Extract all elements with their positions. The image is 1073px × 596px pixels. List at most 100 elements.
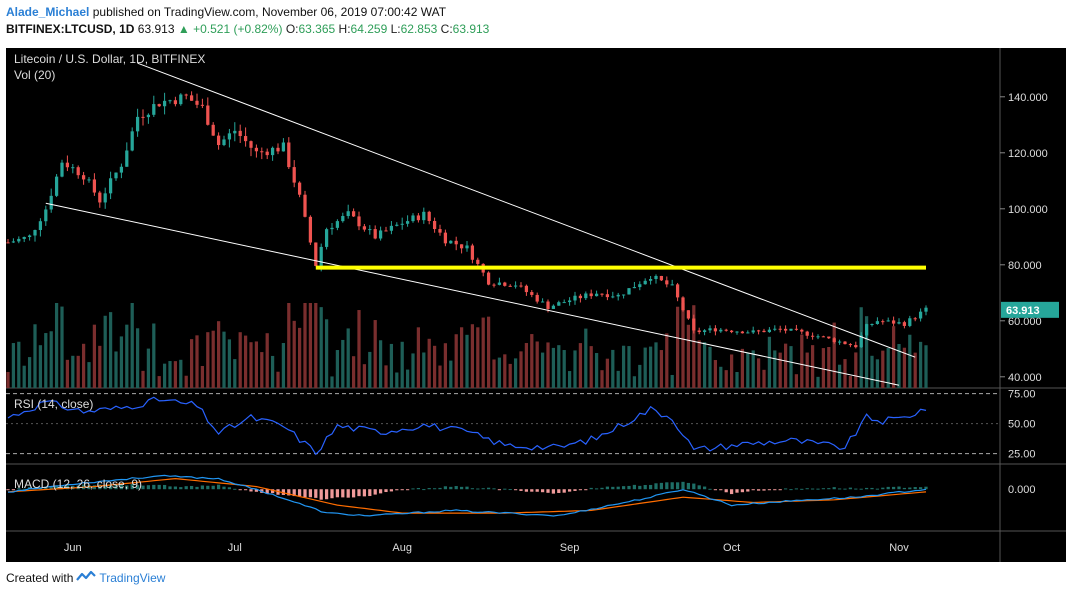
candle-body (740, 331, 745, 334)
macd-histogram-bar (913, 487, 917, 490)
candle-body (632, 287, 637, 289)
macd-histogram-bar (362, 489, 367, 497)
volume-bar (767, 336, 772, 388)
open-value: 63.365 (298, 22, 336, 36)
macd-histogram-bar (400, 489, 404, 491)
volume-bar (76, 355, 80, 388)
candle-body (222, 139, 226, 146)
candle-body (589, 293, 593, 297)
macd-histogram-bar (800, 488, 804, 490)
candle-body (827, 336, 831, 339)
macd-histogram-bar (789, 489, 793, 491)
macd-histogram-bar (11, 489, 16, 491)
candle-body (557, 302, 561, 306)
macd-histogram-bar (530, 489, 534, 492)
macd-histogram-bar (875, 488, 880, 490)
candle-body (314, 242, 318, 266)
candle-body (189, 95, 194, 101)
candle-body (816, 336, 820, 338)
volume-bar (27, 357, 32, 388)
volume-bar (119, 336, 124, 388)
candle-body (821, 336, 826, 338)
price-tick-label: 40.000 (1008, 372, 1042, 384)
volume-bar (438, 365, 442, 388)
volume-bar (908, 334, 912, 388)
macd-histogram-bar (438, 487, 442, 490)
candle-body (519, 285, 523, 287)
candle-body (584, 293, 588, 299)
candle-body (346, 211, 350, 217)
macd-histogram-bar (837, 488, 842, 490)
candle-body (98, 192, 102, 203)
candle-body (33, 230, 37, 236)
macd-histogram-bar (308, 489, 313, 498)
candle-body (724, 329, 728, 331)
candle-body (11, 241, 16, 243)
volume-bar (270, 355, 275, 388)
macd-histogram-bar (49, 486, 53, 490)
time-tick-label: Jun (64, 542, 82, 554)
macd-histogram-bar (119, 484, 124, 490)
volume-bar (130, 303, 134, 388)
tradingview-brand[interactable]: TradingView (99, 570, 166, 585)
volume-bar (157, 376, 161, 388)
created-with-text: Created with (6, 570, 74, 585)
candle-body (141, 116, 145, 118)
candle-body (762, 330, 766, 333)
macd-histogram-bar (432, 488, 437, 490)
macd-histogram-bar (767, 489, 772, 491)
volume-bar (114, 351, 118, 388)
macd-histogram-bar (864, 487, 869, 490)
macd-histogram-bar (719, 489, 723, 491)
volume-bar (81, 343, 86, 388)
volume-bar (611, 349, 615, 388)
candle-body (243, 136, 248, 142)
candle-body (621, 294, 626, 296)
volume-bar (314, 303, 318, 388)
header-line-1: Alade_Michael published on TradingView.c… (6, 4, 1066, 21)
volume-bar (308, 303, 313, 388)
candle-body (897, 322, 901, 324)
volume-bar (254, 341, 259, 388)
price-tick-label: 140.000 (1008, 92, 1048, 104)
macd-histogram-bar (692, 483, 696, 490)
last-price-badge (1001, 301, 1059, 318)
candle-body (395, 224, 399, 226)
volume-bar (513, 358, 518, 388)
volume-bar (189, 339, 194, 388)
macd-histogram-bar (206, 485, 210, 490)
macd-histogram-bar (589, 487, 593, 490)
candle-body (400, 223, 404, 225)
candle-body (476, 259, 480, 264)
volume-bar (22, 365, 26, 388)
macd-histogram-bar (168, 486, 172, 490)
macd-histogram-bar (832, 487, 836, 490)
chart-container[interactable]: 75.00 50.00 25.00 0.000 140.000 120.000 100.… (6, 48, 1066, 562)
macd-histogram-bar (405, 489, 410, 491)
macd-histogram-bar (324, 489, 329, 500)
macd-histogram-bar (152, 484, 156, 490)
volume-bar (821, 348, 826, 388)
macd-histogram-bar (476, 488, 480, 490)
volume-bar (735, 372, 739, 388)
volume-bar (357, 310, 361, 388)
candle-body (319, 246, 323, 266)
volume-bar (216, 321, 221, 388)
candle-body (438, 229, 442, 233)
candle-body (357, 216, 361, 227)
macd-histogram-bar (184, 486, 188, 490)
author-name[interactable]: Alade_Michael (6, 5, 90, 19)
volume-bar (530, 334, 534, 388)
candle-body (778, 328, 782, 330)
candle-body (729, 330, 734, 333)
macd-histogram-bar (897, 486, 901, 490)
volume-bar (227, 339, 232, 388)
candle-body (281, 142, 286, 152)
macd-histogram-bar (6, 489, 10, 491)
macd-histogram-bar (303, 489, 307, 498)
price-chart[interactable]: 75.00 50.00 25.00 0.000 140.000 120.000 100.… (6, 48, 1066, 562)
header-line-2: BITFINEX:LTCUSD, 1D 63.913 ▲ +0.521 (+0.… (6, 21, 1066, 38)
volume-bar (800, 334, 804, 388)
macd-histogram-bar (762, 489, 766, 491)
candle-body (168, 100, 172, 102)
